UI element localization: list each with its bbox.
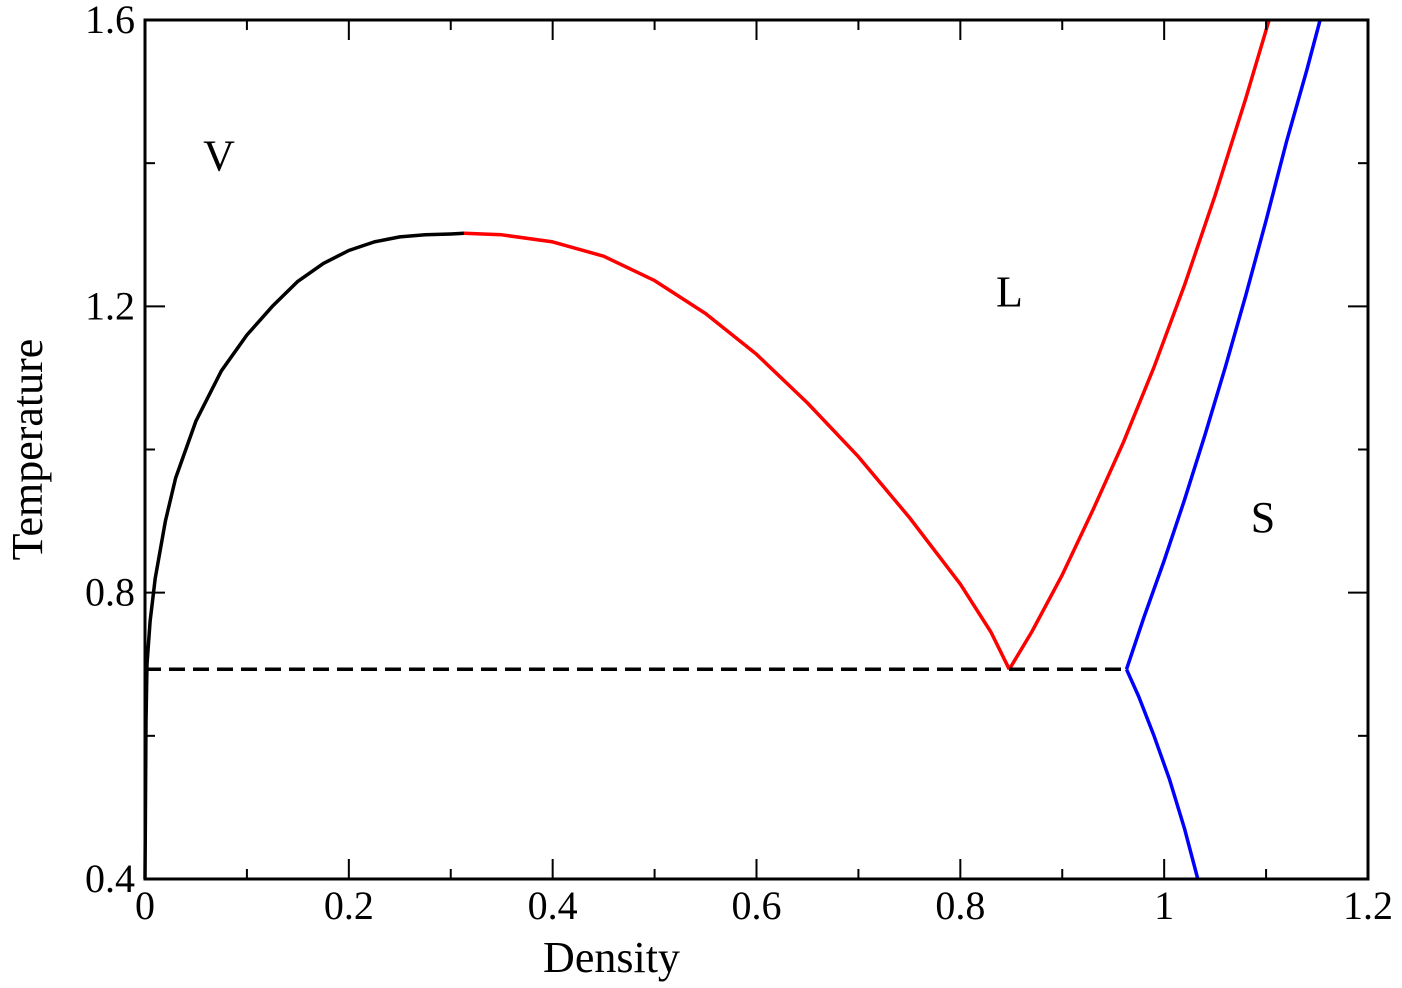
y-tick-label: 1.6	[85, 0, 135, 42]
x-tick-label: 0	[135, 883, 155, 928]
series-line-3	[1007, 19, 1271, 671]
series-line-1	[143, 231, 465, 880]
y-tick-label: 0.4	[85, 856, 135, 901]
x-tick-label: 0.2	[324, 883, 374, 928]
x-tick-label: 1	[1154, 883, 1174, 928]
y-axis-label: Temperature	[3, 339, 52, 561]
plot-frame	[143, 18, 1370, 881]
series-line-4	[1124, 19, 1322, 670]
series-line-5	[1124, 668, 1200, 880]
region-label-l: L	[996, 267, 1023, 316]
x-tick-label: 0.6	[732, 883, 782, 928]
region-labels: V L S	[203, 131, 1275, 541]
ticks-layer	[144, 19, 1369, 880]
x-tick-label: 1.2	[1343, 883, 1393, 928]
y-tick-label: 1.2	[85, 283, 135, 328]
y-tick-label: 0.8	[85, 570, 135, 615]
region-label-s: S	[1251, 493, 1275, 542]
tick-labels: 0 0.2 0.4 0.6 0.8 1 1.2 0.4 0.8 1.2 1.6	[85, 0, 1393, 928]
region-label-v: V	[203, 131, 235, 180]
series-layer	[143, 19, 1322, 880]
x-tick-label: 0.4	[528, 883, 578, 928]
x-tick-label: 0.8	[935, 883, 985, 928]
x-axis-label: Density	[543, 933, 680, 982]
series-line-2	[463, 231, 1011, 671]
